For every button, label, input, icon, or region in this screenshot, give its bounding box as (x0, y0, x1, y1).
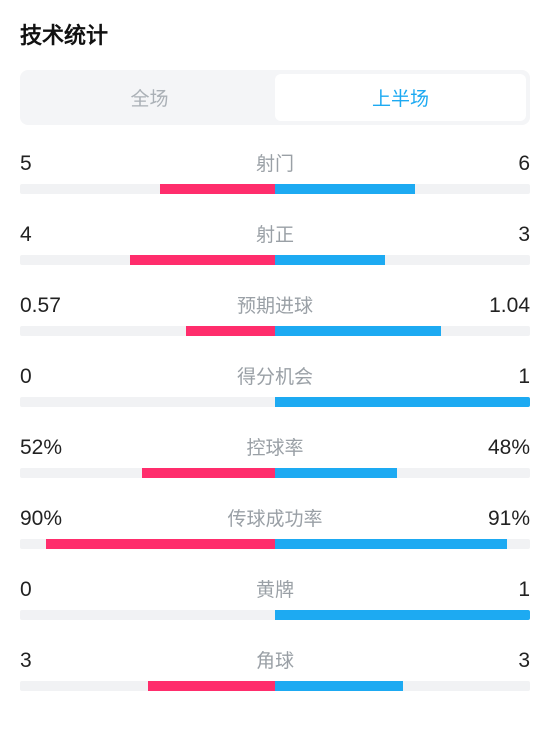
stat-right-value: 3 (480, 649, 530, 673)
stat-row: 4射正3 (20, 220, 530, 265)
stat-bar (20, 610, 530, 620)
stat-label: 得分机会 (70, 362, 480, 389)
stat-left-value: 0.57 (20, 294, 70, 318)
stat-bar (20, 397, 530, 407)
stat-bar (20, 184, 530, 194)
stat-right-value: 3 (480, 223, 530, 247)
stat-label: 预期进球 (70, 291, 480, 318)
stat-left-value: 52% (20, 436, 70, 460)
stat-bar-right-track (275, 184, 530, 194)
stat-bar-right-track (275, 610, 530, 620)
stat-bar-left-track (20, 184, 275, 194)
stat-bar-left-track (20, 468, 275, 478)
stat-bar-right-fill (275, 184, 415, 194)
stat-values-row: 52%控球率48% (20, 433, 530, 460)
stat-left-value: 90% (20, 507, 70, 531)
stat-bar-left-fill (186, 326, 275, 336)
stat-label: 控球率 (70, 433, 480, 460)
stat-bar-left-fill (46, 539, 276, 549)
tab-fulltime[interactable]: 全场 (24, 74, 275, 121)
stat-values-row: 90%传球成功率91% (20, 504, 530, 531)
stat-label: 黄牌 (70, 575, 480, 602)
stat-values-row: 0得分机会1 (20, 362, 530, 389)
stat-bar-left-track (20, 255, 275, 265)
stat-row: 3角球3 (20, 646, 530, 691)
stat-bar-left-track (20, 397, 275, 407)
stat-bar-right-fill (275, 681, 403, 691)
stats-list: 5射门64射正30.57预期进球1.040得分机会152%控球率48%90%传球… (20, 149, 530, 691)
stat-bar-right-fill (275, 326, 441, 336)
stat-values-row: 3角球3 (20, 646, 530, 673)
stat-row: 5射门6 (20, 149, 530, 194)
stat-bar-left-track (20, 681, 275, 691)
stat-bar (20, 468, 530, 478)
page-title: 技术统计 (20, 18, 530, 50)
stat-label: 传球成功率 (70, 504, 480, 531)
stat-values-row: 5射门6 (20, 149, 530, 176)
stat-left-value: 0 (20, 365, 70, 389)
stat-bar-right-fill (275, 539, 507, 549)
stat-right-value: 6 (480, 152, 530, 176)
stat-bar-right-track (275, 255, 530, 265)
stat-bar-right-fill (275, 255, 385, 265)
stat-bar-right-fill (275, 397, 530, 407)
tab-firsthalf[interactable]: 上半场 (275, 74, 526, 121)
stat-bar-left-track (20, 610, 275, 620)
stat-row: 52%控球率48% (20, 433, 530, 478)
stat-bar-right-track (275, 539, 530, 549)
stat-bar-right-track (275, 397, 530, 407)
stat-values-row: 0黄牌1 (20, 575, 530, 602)
stat-right-value: 1.04 (480, 294, 530, 318)
stat-bar (20, 681, 530, 691)
stat-left-value: 5 (20, 152, 70, 176)
stat-bar-left-track (20, 539, 275, 549)
stat-bar (20, 539, 530, 549)
stat-row: 0得分机会1 (20, 362, 530, 407)
stat-row: 0黄牌1 (20, 575, 530, 620)
stat-right-value: 48% (480, 436, 530, 460)
stat-row: 90%传球成功率91% (20, 504, 530, 549)
stat-right-value: 1 (480, 365, 530, 389)
stat-row: 0.57预期进球1.04 (20, 291, 530, 336)
stat-left-value: 4 (20, 223, 70, 247)
tab-bar: 全场 上半场 (20, 70, 530, 125)
stat-bar (20, 255, 530, 265)
stat-bar-left-fill (160, 184, 275, 194)
stat-bar-right-fill (275, 468, 397, 478)
stat-right-value: 1 (480, 578, 530, 602)
stat-values-row: 4射正3 (20, 220, 530, 247)
stat-label: 射门 (70, 149, 480, 176)
stat-values-row: 0.57预期进球1.04 (20, 291, 530, 318)
stat-label: 角球 (70, 646, 480, 673)
stat-bar-right-track (275, 468, 530, 478)
stat-bar-right-fill (275, 610, 530, 620)
stat-bar-left-fill (148, 681, 276, 691)
stat-bar-left-track (20, 326, 275, 336)
stat-bar-left-fill (130, 255, 275, 265)
stat-bar-right-track (275, 326, 530, 336)
stat-right-value: 91% (480, 507, 530, 531)
stat-bar-right-track (275, 681, 530, 691)
stat-left-value: 3 (20, 649, 70, 673)
stat-bar-left-fill (142, 468, 275, 478)
stat-left-value: 0 (20, 578, 70, 602)
stat-label: 射正 (70, 220, 480, 247)
stat-bar (20, 326, 530, 336)
